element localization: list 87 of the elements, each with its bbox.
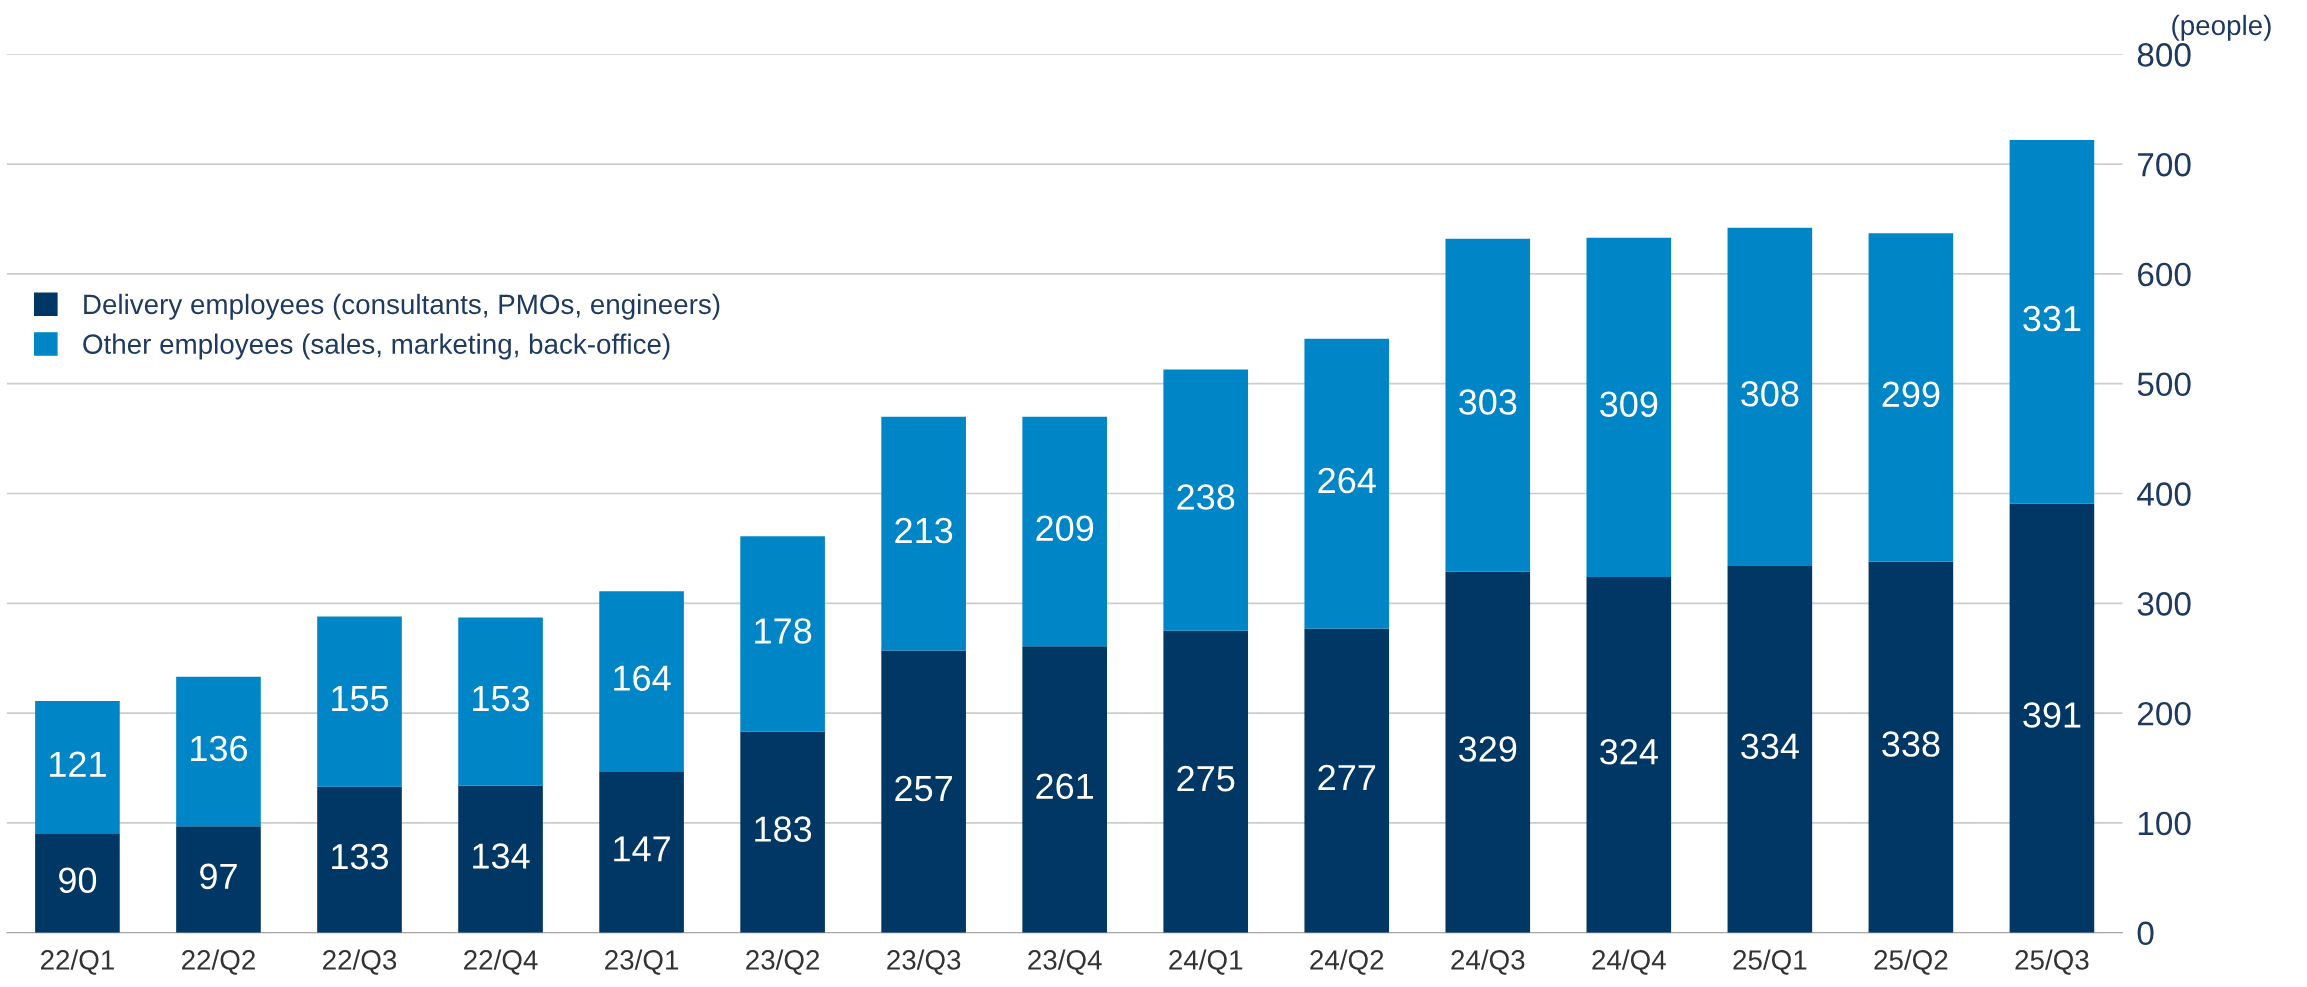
bar bbox=[1586, 576, 1672, 933]
bar bbox=[1445, 571, 1531, 933]
data-label: 155 bbox=[332, 686, 389, 712]
data-label: 334 bbox=[1741, 733, 1799, 760]
x-tick-label: 24/Q1 bbox=[1169, 949, 1243, 975]
legend-label: Other employees (sales, marketing, back-office) bbox=[83, 333, 670, 360]
bar bbox=[599, 591, 684, 772]
data-label: 324 bbox=[1600, 738, 1658, 765]
data-label: 303 bbox=[1459, 389, 1517, 415]
data-label: 308 bbox=[1741, 381, 1799, 407]
x-tick-label: 23/Q2 bbox=[746, 949, 820, 975]
data-label: 147 bbox=[614, 836, 670, 862]
data-label: 331 bbox=[2023, 305, 2081, 332]
bar bbox=[1022, 416, 1107, 647]
y-tick-label: 500 bbox=[2137, 372, 2191, 397]
bar bbox=[1022, 646, 1107, 933]
bar bbox=[1868, 233, 1954, 562]
x-tick-label: 25/Q3 bbox=[2015, 949, 2089, 975]
data-label: 261 bbox=[1036, 773, 1094, 800]
data-label: 213 bbox=[895, 517, 953, 544]
data-label: 238 bbox=[1177, 484, 1235, 510]
bar bbox=[458, 617, 543, 786]
bar bbox=[740, 536, 825, 732]
x-tick-label: 25/Q1 bbox=[1733, 949, 1807, 975]
bar bbox=[1304, 628, 1390, 933]
bar bbox=[317, 786, 402, 933]
x-tick-label: 24/Q3 bbox=[1451, 949, 1525, 975]
y-tick-label: 400 bbox=[2137, 482, 2191, 506]
data-label: 329 bbox=[1459, 736, 1517, 762]
x-tick-label: 25/Q2 bbox=[1874, 949, 1948, 975]
bar bbox=[35, 701, 120, 834]
data-label: 133 bbox=[332, 843, 389, 870]
data-label: 121 bbox=[50, 751, 106, 777]
data-label: 391 bbox=[2023, 702, 2081, 728]
data-label: 164 bbox=[614, 665, 671, 691]
bar bbox=[458, 785, 543, 933]
y-tick-label: 800 bbox=[2137, 43, 2191, 67]
x-tick-label: 22/Q2 bbox=[182, 949, 255, 975]
bar bbox=[881, 650, 966, 933]
bar bbox=[1586, 237, 1672, 577]
bar bbox=[1868, 561, 1954, 933]
bar bbox=[1727, 565, 1813, 933]
data-label: 136 bbox=[191, 735, 248, 762]
data-label: 153 bbox=[473, 685, 530, 712]
bar bbox=[740, 731, 825, 933]
bar bbox=[1163, 369, 1249, 631]
y-tick-label: 0 bbox=[2137, 921, 2154, 946]
data-label: 97 bbox=[200, 863, 237, 890]
y-tick-label: 100 bbox=[2138, 811, 2191, 836]
x-tick-label: 22/Q1 bbox=[41, 949, 114, 975]
bar bbox=[599, 771, 684, 933]
x-tick-label: 22/Q3 bbox=[323, 949, 397, 975]
legend-label: Delivery employees (consultants, PMOs, engineers) bbox=[84, 293, 720, 320]
bar bbox=[176, 676, 261, 827]
x-tick-label: 24/Q2 bbox=[1310, 949, 1384, 975]
data-label: 264 bbox=[1318, 467, 1376, 494]
data-label: 178 bbox=[755, 618, 812, 644]
y-tick-label: 700 bbox=[2138, 152, 2191, 177]
y-axis-title: (people) bbox=[2172, 14, 2271, 41]
data-label: 183 bbox=[755, 816, 812, 842]
data-label: 134 bbox=[473, 843, 530, 869]
bar bbox=[1445, 238, 1531, 572]
bar bbox=[1163, 630, 1249, 933]
y-tick-label: 200 bbox=[2138, 701, 2191, 726]
x-tick-label: 23/Q3 bbox=[887, 949, 961, 975]
bar bbox=[2009, 139, 2095, 504]
x-tick-label: 24/Q4 bbox=[1592, 949, 1666, 975]
y-tick-label: 600 bbox=[2138, 262, 2191, 287]
data-label: 257 bbox=[895, 775, 952, 802]
x-tick-label: 23/Q1 bbox=[605, 949, 679, 975]
bar bbox=[176, 826, 261, 933]
bar bbox=[1304, 338, 1390, 629]
y-tick-label: 300 bbox=[2137, 592, 2191, 616]
bar bbox=[317, 616, 402, 787]
x-tick-label: 22/Q4 bbox=[464, 949, 538, 975]
x-tick-label: 23/Q4 bbox=[1028, 949, 1102, 975]
bar bbox=[2009, 503, 2095, 933]
bar bbox=[35, 833, 120, 933]
bar bbox=[881, 416, 966, 651]
data-label: 338 bbox=[1882, 731, 1940, 757]
bar bbox=[1727, 227, 1813, 566]
data-label: 275 bbox=[1177, 765, 1235, 792]
data-label: 277 bbox=[1318, 764, 1376, 790]
data-label: 209 bbox=[1036, 515, 1094, 542]
data-label: 90 bbox=[59, 867, 97, 893]
data-label: 309 bbox=[1600, 391, 1658, 417]
data-label: 299 bbox=[1882, 381, 1940, 408]
